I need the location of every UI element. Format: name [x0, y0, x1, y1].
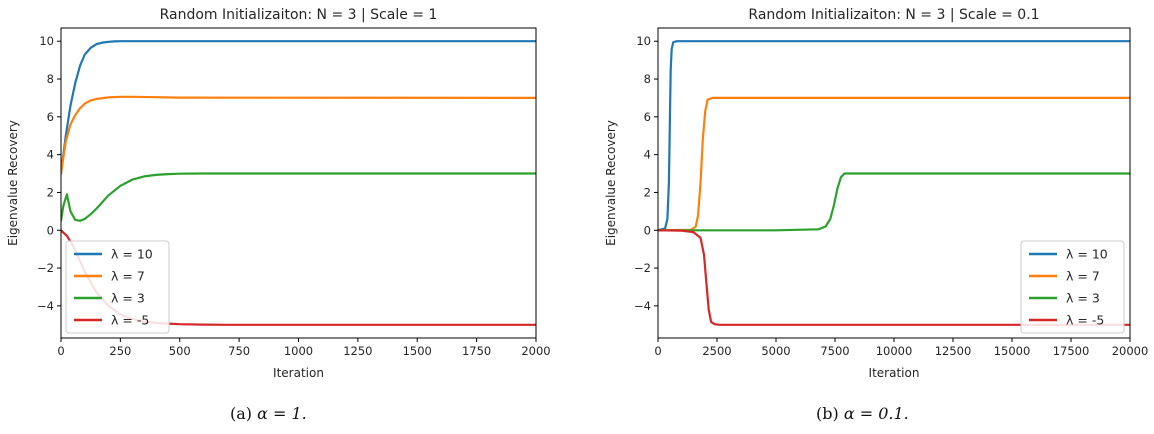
y-tick-label: 8	[644, 72, 651, 86]
caption-b-prefix: (b)	[816, 404, 844, 423]
y-tick-label: 0	[644, 223, 651, 237]
legend-entry: λ = 3	[1066, 291, 1100, 306]
x-tick-label: 12500	[935, 344, 972, 358]
legend: λ = 10 λ = 7 λ = 3 λ = -5	[1020, 240, 1125, 334]
legend-entry: λ = 7	[111, 269, 145, 284]
x-tick-label: 0	[654, 344, 661, 358]
caption-a-math: α = 1.	[257, 404, 307, 423]
x-tick-label: 10000	[876, 344, 913, 358]
legend: λ = 10 λ = 7 λ = 3 λ = -5	[65, 240, 170, 334]
x-axis-label: Iteration	[869, 366, 920, 380]
y-tick-label: 0	[47, 223, 54, 237]
x-tick-label: 20000	[1112, 344, 1149, 358]
x-tick-label: 15000	[994, 344, 1031, 358]
legend-entry: λ = -5	[1066, 313, 1104, 328]
y-tick-label: 10	[636, 34, 651, 48]
legend-entry: λ = 10	[111, 247, 153, 262]
legend-entry: λ = 7	[1066, 269, 1100, 284]
x-axis-label: Iteration	[273, 366, 324, 380]
series-line-2	[658, 96, 1130, 232]
series-group	[658, 40, 1130, 326]
legend-box	[65, 240, 170, 334]
legend-box	[1020, 240, 1125, 334]
y-tick-label: −4	[634, 299, 651, 313]
y-axis-label: Eigenvalue Recovery	[604, 120, 618, 246]
series-line-2	[61, 95, 536, 175]
x-tick-label: 17500	[1053, 344, 1090, 358]
series-line-3	[658, 172, 1130, 232]
y-tick-label: 8	[47, 72, 54, 86]
series-line-1	[61, 40, 536, 175]
y-tick-label: −2	[37, 261, 54, 275]
y-tick-label: −4	[37, 299, 54, 313]
caption-b: (b) α = 0.1.	[816, 404, 909, 423]
x-tick-label: 1500	[403, 344, 432, 358]
x-tick-label: 750	[228, 344, 250, 358]
y-tick-label: 6	[47, 110, 54, 124]
chart-2: 0 2500 5000 7500 10000 12500 15000 17500 20000 −4…	[604, 7, 1148, 380]
x-tick-label: 7500	[820, 344, 849, 358]
chart-title: Random Initializaiton: N = 3 | Scale = 0…	[748, 7, 1039, 23]
y-tick-label: 4	[644, 148, 651, 162]
y-axis-label: Eigenvalue Recovery	[6, 120, 20, 246]
x-tick-label: 250	[109, 344, 131, 358]
chart-1: 0 250 500 750 1000 1250 1500 1750 2000 −4 −2 0 2 4 6 8 1…	[6, 7, 551, 380]
legend-entry: λ = 10	[1066, 247, 1108, 262]
x-tick-label: 5000	[761, 344, 790, 358]
series-line-3	[61, 172, 536, 222]
chart-title: Random Initializaiton: N = 3 | Scale = 1	[160, 7, 438, 23]
legend-entry: λ = -5	[111, 313, 149, 328]
x-tick-label: 1750	[462, 344, 491, 358]
y-tick-label: 2	[47, 185, 54, 199]
series-line-1	[658, 40, 1130, 232]
x-tick-label: 2000	[521, 344, 550, 358]
x-tick-label: 2500	[702, 344, 731, 358]
y-tick-label: −2	[634, 261, 651, 275]
caption-a: (a) α = 1.	[230, 404, 307, 423]
y-tick-label: 6	[644, 110, 651, 124]
x-tick-label: 1000	[284, 344, 313, 358]
x-tick-label: 0	[57, 344, 64, 358]
series-line-4	[658, 229, 1130, 326]
x-tick-label: 1250	[343, 344, 372, 358]
y-tick-label: 2	[644, 185, 651, 199]
y-tick-label: 4	[47, 148, 54, 162]
legend-entry: λ = 3	[111, 291, 145, 306]
caption-b-math: α = 0.1.	[843, 404, 909, 423]
caption-a-prefix: (a)	[230, 404, 258, 423]
y-tick-label: 10	[39, 34, 54, 48]
x-tick-label: 500	[169, 344, 191, 358]
